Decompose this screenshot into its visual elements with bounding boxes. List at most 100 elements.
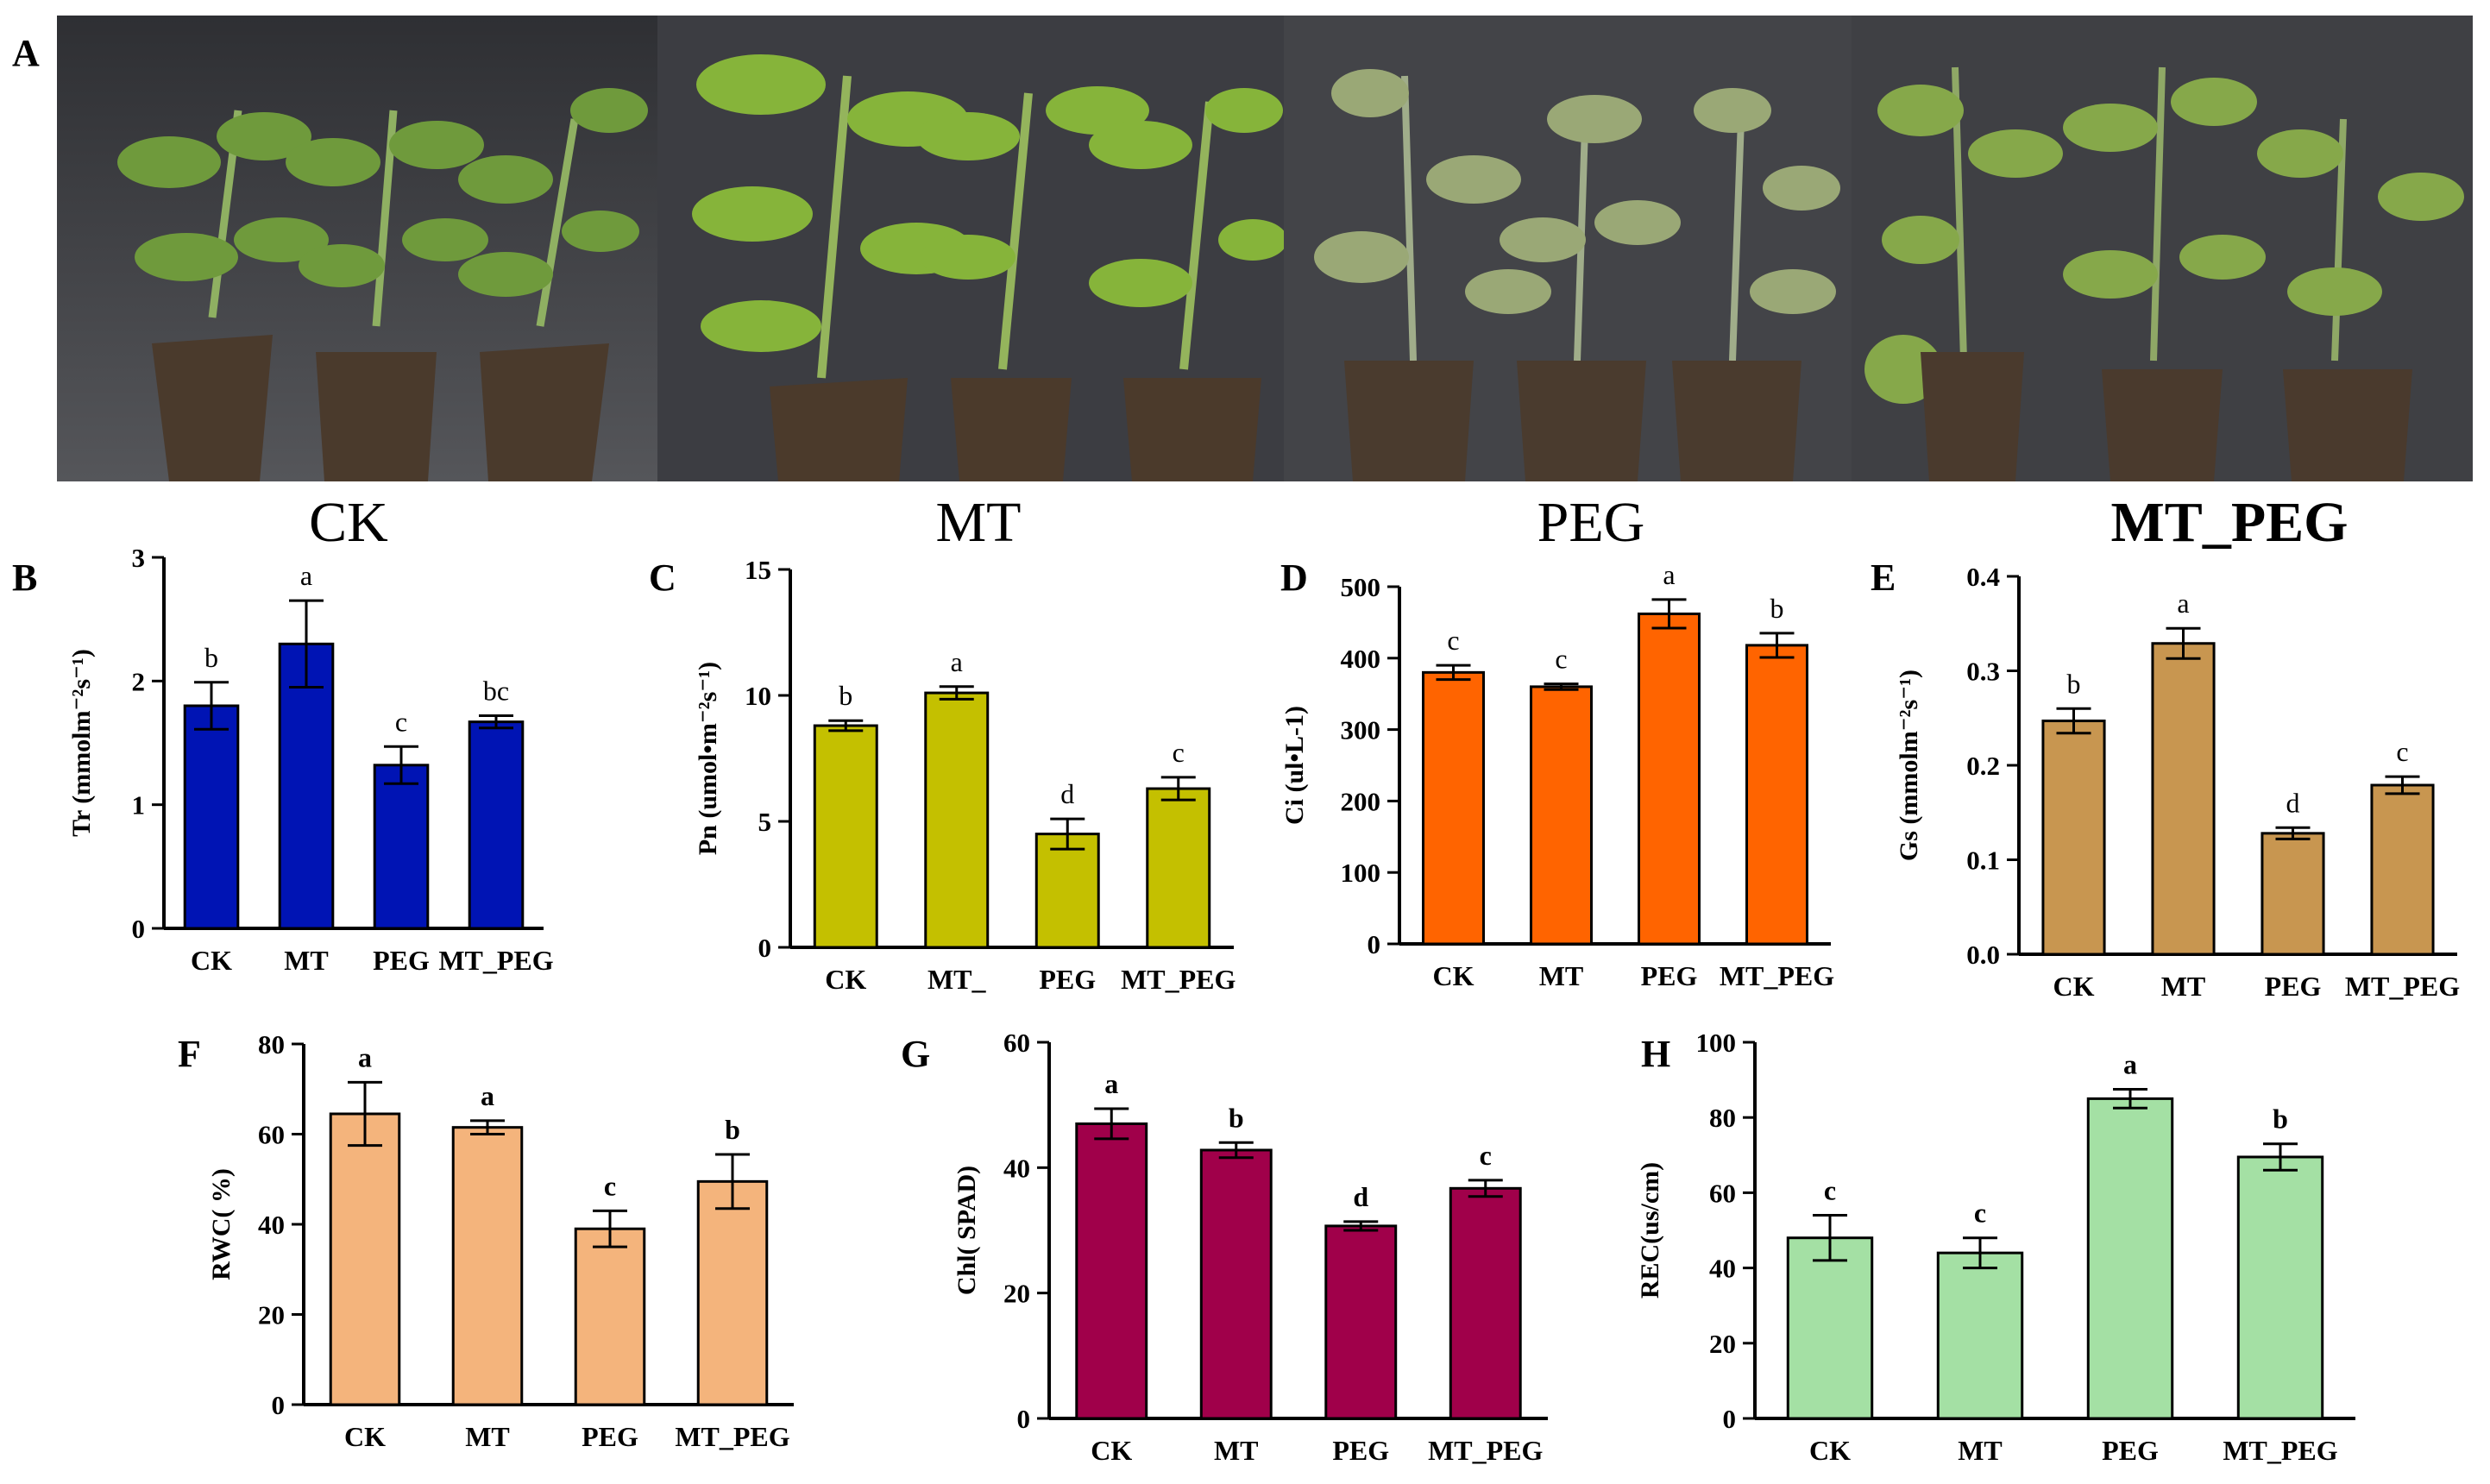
panel-letter-f: F xyxy=(178,1033,201,1075)
y-tick-label: 200 xyxy=(1341,786,1381,816)
panel-letter-c: C xyxy=(649,556,676,599)
y-axis-title: REC(us/cm) xyxy=(1636,1162,1664,1298)
y-tick-label: 0 xyxy=(132,914,146,944)
y-tick-label: 1 xyxy=(132,790,146,821)
bar-mt-peg xyxy=(2370,783,2435,956)
x-tick-label: MT_PEG xyxy=(1428,1435,1543,1466)
y-tick-label: 2 xyxy=(132,666,146,696)
y-tick-label: 0.3 xyxy=(1966,657,2000,687)
bar-peg xyxy=(1324,1224,1398,1420)
panel-letter-g: G xyxy=(901,1033,931,1075)
significance-letter: a xyxy=(1663,559,1675,590)
y-tick-label: 80 xyxy=(258,1029,285,1060)
y-tick-label: 20 xyxy=(258,1300,285,1330)
bar-mt xyxy=(1936,1251,2024,1420)
significance-letter: a xyxy=(1104,1068,1118,1099)
significance-letter: c xyxy=(2396,736,2408,767)
significance-letter: a xyxy=(481,1080,494,1111)
bar-mt-peg xyxy=(2236,1155,2324,1420)
y-tick-label: 0.0 xyxy=(1966,940,2000,970)
bar-peg xyxy=(574,1227,646,1406)
significance-letter: d xyxy=(1353,1181,1368,1212)
y-tick-label: 60 xyxy=(1003,1028,1030,1058)
x-tick-label: MT_PEG xyxy=(2345,971,2460,1002)
bar-mt xyxy=(1199,1148,1273,1420)
significance-letter: a xyxy=(951,646,963,677)
x-tick-label: PEG xyxy=(2102,1435,2159,1466)
y-tick-label: 0 xyxy=(1017,1404,1031,1434)
significance-letter: c xyxy=(1555,644,1567,675)
x-tick-label: CK xyxy=(1809,1435,1851,1466)
photo-caption-peg: PEG xyxy=(1537,491,1645,554)
x-tick-label: PEG xyxy=(2265,971,2322,1002)
bar-peg xyxy=(2086,1097,2174,1420)
photo-caption-mt-peg: MT_PEG xyxy=(2110,491,2349,554)
x-tick-label: MT xyxy=(1214,1435,1259,1466)
y-tick-label: 20 xyxy=(1709,1329,1736,1359)
significance-letter: d xyxy=(2286,787,2300,818)
plant-photo-mt xyxy=(657,16,1284,481)
panel-letter-d: D xyxy=(1280,556,1308,599)
y-axis-title: Chl( SPAD) xyxy=(953,1166,981,1295)
bar-mt-peg xyxy=(468,720,525,930)
bar-peg xyxy=(373,764,430,930)
bar-ck xyxy=(183,704,240,930)
bar-peg xyxy=(2260,832,2325,956)
significance-letter: b xyxy=(2273,1104,2288,1135)
bar-ck xyxy=(1075,1122,1148,1420)
bar-peg xyxy=(1638,612,1701,946)
y-tick-label: 0 xyxy=(1723,1404,1737,1434)
significance-letter: c xyxy=(1824,1175,1836,1206)
plant-group-ck xyxy=(117,88,648,481)
x-tick-label: MT_PEG xyxy=(675,1421,789,1452)
bar-mt xyxy=(924,691,990,949)
panel-letter-e: E xyxy=(1871,556,1896,599)
x-tick-label: PEG xyxy=(373,945,430,976)
bar-mt xyxy=(2151,642,2216,956)
x-tick-label: PEG xyxy=(1039,964,1096,995)
bar-mt xyxy=(451,1126,524,1406)
y-axis-title: Gs (mmolm⁻²s⁻¹) xyxy=(1895,670,1923,861)
x-tick-label: MT_ xyxy=(927,964,987,995)
x-tick-label: CK xyxy=(1091,1435,1132,1466)
y-tick-label: 0.1 xyxy=(1966,846,2000,876)
x-tick-label: CK xyxy=(344,1421,386,1452)
significance-letter: b xyxy=(2067,668,2081,699)
y-tick-label: 15 xyxy=(745,555,771,585)
x-tick-label: MT xyxy=(465,1421,510,1452)
bar-ck xyxy=(1786,1236,1874,1420)
y-axis-title: Ci (ul•L-1) xyxy=(1280,706,1309,825)
x-tick-label: CK xyxy=(1433,960,1475,991)
x-tick-label: MT_PEG xyxy=(1720,960,1834,991)
plant-photo-peg xyxy=(1284,16,1852,481)
x-tick-label: CK xyxy=(825,964,866,995)
plant-photo-mt-peg xyxy=(1852,16,2473,481)
bar-mt xyxy=(1530,685,1593,946)
y-tick-label: 0 xyxy=(758,933,772,963)
y-tick-label: 20 xyxy=(1003,1279,1030,1309)
y-tick-label: 0 xyxy=(272,1390,286,1420)
bar-ck xyxy=(2041,720,2106,956)
significance-letter: a xyxy=(2123,1049,2137,1080)
y-tick-label: 0 xyxy=(1368,929,1381,959)
bar-ck xyxy=(1422,670,1485,946)
y-tick-label: 60 xyxy=(258,1120,285,1150)
photo-caption-ck: CK xyxy=(309,491,388,554)
significance-letter: b xyxy=(204,642,218,673)
y-tick-label: 0.2 xyxy=(1966,751,2000,781)
x-tick-label: PEG xyxy=(582,1421,638,1452)
significance-letter: c xyxy=(1480,1140,1492,1171)
x-tick-label: MT_PEG xyxy=(2223,1435,2337,1466)
x-tick-label: MT_PEG xyxy=(1121,964,1236,995)
bar-mt-peg xyxy=(696,1179,769,1406)
y-tick-label: 40 xyxy=(1709,1254,1736,1284)
x-tick-label: MT xyxy=(2161,971,2206,1002)
bar-mt xyxy=(278,642,335,930)
y-axis-title: RWC( %) xyxy=(207,1168,236,1280)
plant-photo-ck xyxy=(57,16,657,481)
y-tick-label: 5 xyxy=(758,807,772,837)
significance-letter: b xyxy=(1229,1102,1244,1133)
y-tick-label: 10 xyxy=(745,681,771,711)
y-tick-label: 40 xyxy=(1003,1153,1030,1183)
x-tick-label: PEG xyxy=(1641,960,1698,991)
